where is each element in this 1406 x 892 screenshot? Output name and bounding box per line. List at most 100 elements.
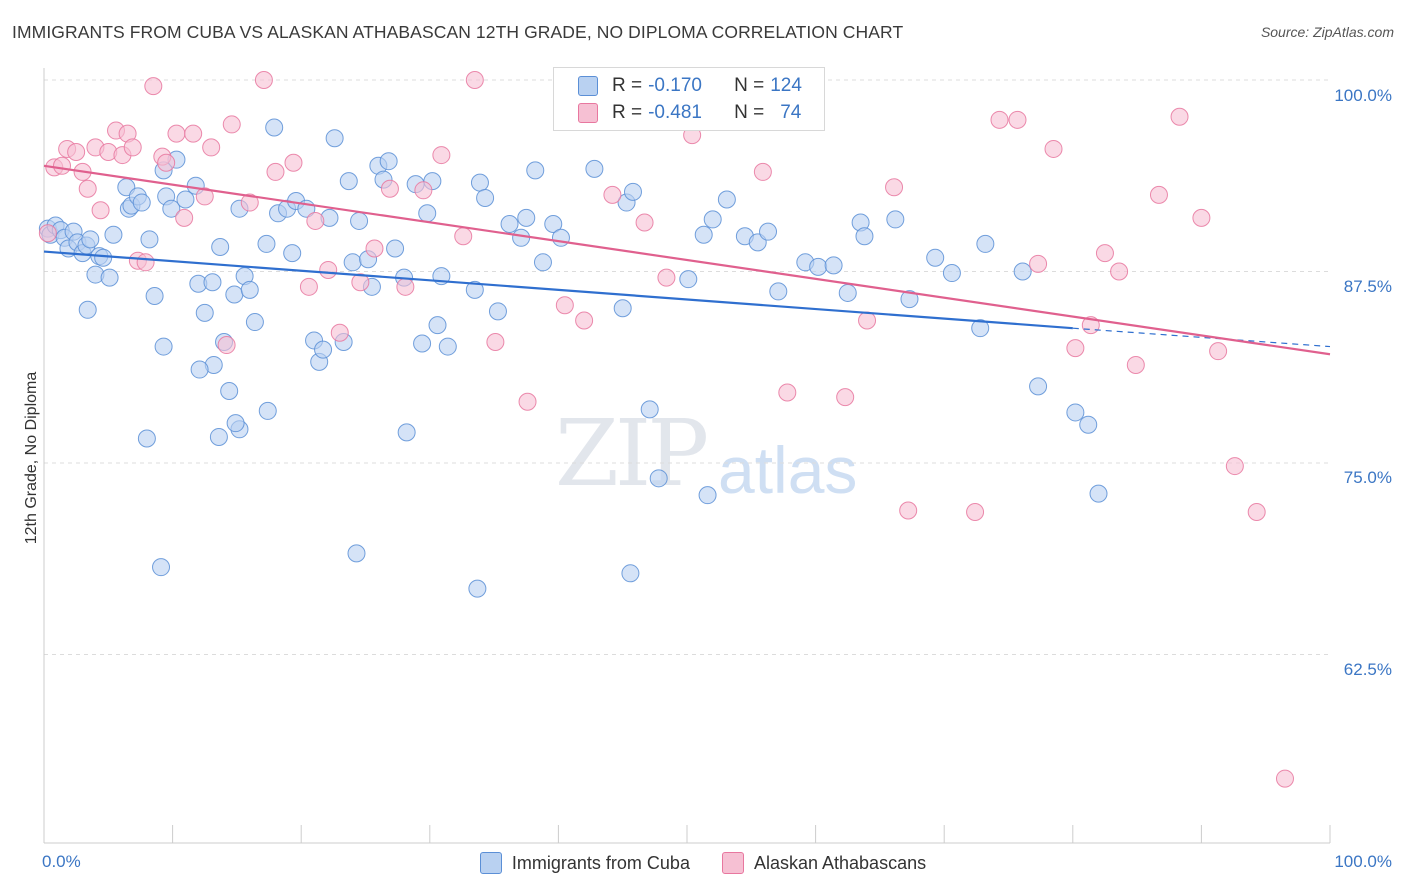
data-point xyxy=(1066,403,1085,422)
data-point xyxy=(432,146,451,165)
data-point xyxy=(137,429,156,448)
data-point xyxy=(123,138,142,157)
data-point xyxy=(380,179,399,198)
data-point xyxy=(649,469,668,488)
data-point xyxy=(526,161,545,180)
data-point xyxy=(226,414,245,433)
data-point xyxy=(347,544,366,563)
trend-line-extension xyxy=(1072,327,1331,348)
data-point xyxy=(824,256,843,275)
blue-swatch xyxy=(479,852,502,874)
data-point xyxy=(635,213,654,232)
data-point xyxy=(190,360,209,379)
data-point xyxy=(679,270,698,289)
data-point xyxy=(585,159,604,178)
data-point xyxy=(94,248,113,267)
data-point xyxy=(257,234,276,253)
data-point xyxy=(157,153,176,172)
data-point xyxy=(397,423,416,442)
data-point xyxy=(759,222,778,241)
data-point xyxy=(900,290,919,309)
data-point xyxy=(486,332,505,351)
data-point xyxy=(202,138,221,157)
data-point xyxy=(319,260,338,279)
data-point xyxy=(1066,339,1085,358)
data-point xyxy=(81,230,100,249)
data-point xyxy=(132,193,151,212)
data-point xyxy=(350,211,369,230)
data-point xyxy=(217,336,236,355)
data-point xyxy=(222,115,241,134)
n-value: 124 xyxy=(770,75,802,96)
data-point xyxy=(240,193,259,212)
trend-line xyxy=(43,164,1331,356)
n-label: N = xyxy=(734,75,765,96)
data-point xyxy=(1095,244,1114,263)
legend-item-athabascans[interactable]: Alaskan Athabascans xyxy=(721,852,926,874)
data-point xyxy=(838,283,857,302)
pink-swatch xyxy=(721,852,744,874)
data-point xyxy=(454,227,473,246)
data-point xyxy=(470,173,489,192)
data-point xyxy=(91,201,110,220)
data-point xyxy=(220,381,239,400)
data-point xyxy=(330,323,349,342)
pink-swatch xyxy=(578,103,598,123)
trend-line xyxy=(43,250,1073,330)
series-alaskan-athabascans xyxy=(38,71,1294,788)
data-point xyxy=(386,239,405,258)
data-point xyxy=(1110,262,1129,281)
axes xyxy=(43,68,1331,844)
r-value: -0.481 xyxy=(648,102,702,123)
data-point xyxy=(1044,139,1063,158)
data-point xyxy=(698,486,717,505)
legend-label: Immigrants from Cuba xyxy=(511,852,690,873)
data-point xyxy=(225,285,244,304)
y-tick-label: 62.5% xyxy=(1343,660,1392,679)
data-point xyxy=(265,118,284,137)
data-point xyxy=(1149,185,1168,204)
data-point xyxy=(379,152,398,171)
data-point xyxy=(438,337,457,356)
data-point xyxy=(1008,110,1027,129)
data-point xyxy=(351,273,370,292)
data-point xyxy=(1170,107,1189,126)
data-point xyxy=(1192,208,1211,227)
data-point xyxy=(836,388,855,407)
y-tick-label: 87.5% xyxy=(1343,277,1392,296)
data-point xyxy=(140,230,159,249)
data-point xyxy=(209,427,228,446)
data-point xyxy=(885,178,904,197)
series-immigrants-from-cuba xyxy=(38,118,1108,598)
data-point xyxy=(78,179,97,198)
data-point xyxy=(500,215,519,234)
correlation-legend: R = -0.170 N = 124 R = -0.481 N = 74 xyxy=(553,67,825,131)
data-point xyxy=(152,558,171,577)
n-label: N = xyxy=(734,102,765,123)
data-point xyxy=(314,340,333,359)
data-point xyxy=(184,124,203,143)
x-tick-label-max: 100.0% xyxy=(1334,852,1392,871)
legend-item-cuba[interactable]: Immigrants from Cuba xyxy=(479,852,690,874)
series-legend: Immigrants from Cuba Alaskan Athabascans xyxy=(0,852,1406,874)
data-point xyxy=(136,253,155,272)
data-point xyxy=(942,264,961,283)
data-point xyxy=(175,208,194,227)
data-point xyxy=(976,234,995,253)
data-point xyxy=(769,282,788,301)
data-point xyxy=(38,224,57,243)
data-point xyxy=(518,392,537,411)
data-point xyxy=(858,311,877,330)
data-point xyxy=(284,153,303,172)
data-point xyxy=(167,124,186,143)
data-point xyxy=(899,501,918,520)
data-point xyxy=(575,311,594,330)
data-point xyxy=(640,400,659,419)
watermark-atlas: atlas xyxy=(718,433,858,507)
data-point xyxy=(621,564,640,583)
data-point xyxy=(1013,262,1032,281)
chart-title: IMMIGRANTS FROM CUBA VS ALASKAN ATHABASC… xyxy=(12,22,904,42)
data-point xyxy=(468,579,487,598)
r-label: R = xyxy=(612,102,643,123)
data-point xyxy=(1209,342,1228,361)
